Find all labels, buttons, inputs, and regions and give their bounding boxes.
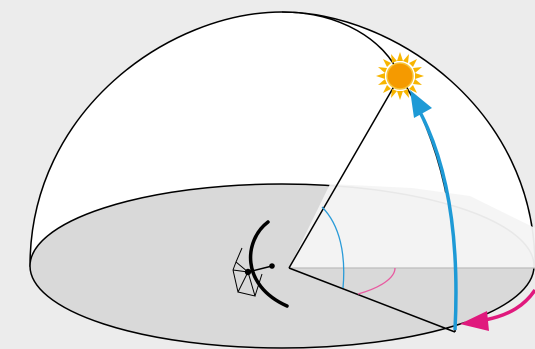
sun-icon — [376, 52, 424, 100]
sun-azimuth-line — [288, 267, 456, 333]
azimuth-arrow-head — [460, 311, 489, 331]
azimuth-arrow — [484, 289, 535, 322]
altitude-angle-arc — [321, 206, 345, 289]
antenna-dish — [248, 220, 289, 308]
parabolic-antenna-icon — [232, 220, 289, 308]
altitude-arrow — [418, 111, 458, 331]
sun-vertical-plane — [289, 184, 535, 268]
sun-direction-line — [288, 75, 401, 269]
azimuth-angle-arc — [357, 267, 396, 295]
altitude-arrow-head — [410, 90, 432, 118]
antenna-mount — [232, 247, 263, 297]
